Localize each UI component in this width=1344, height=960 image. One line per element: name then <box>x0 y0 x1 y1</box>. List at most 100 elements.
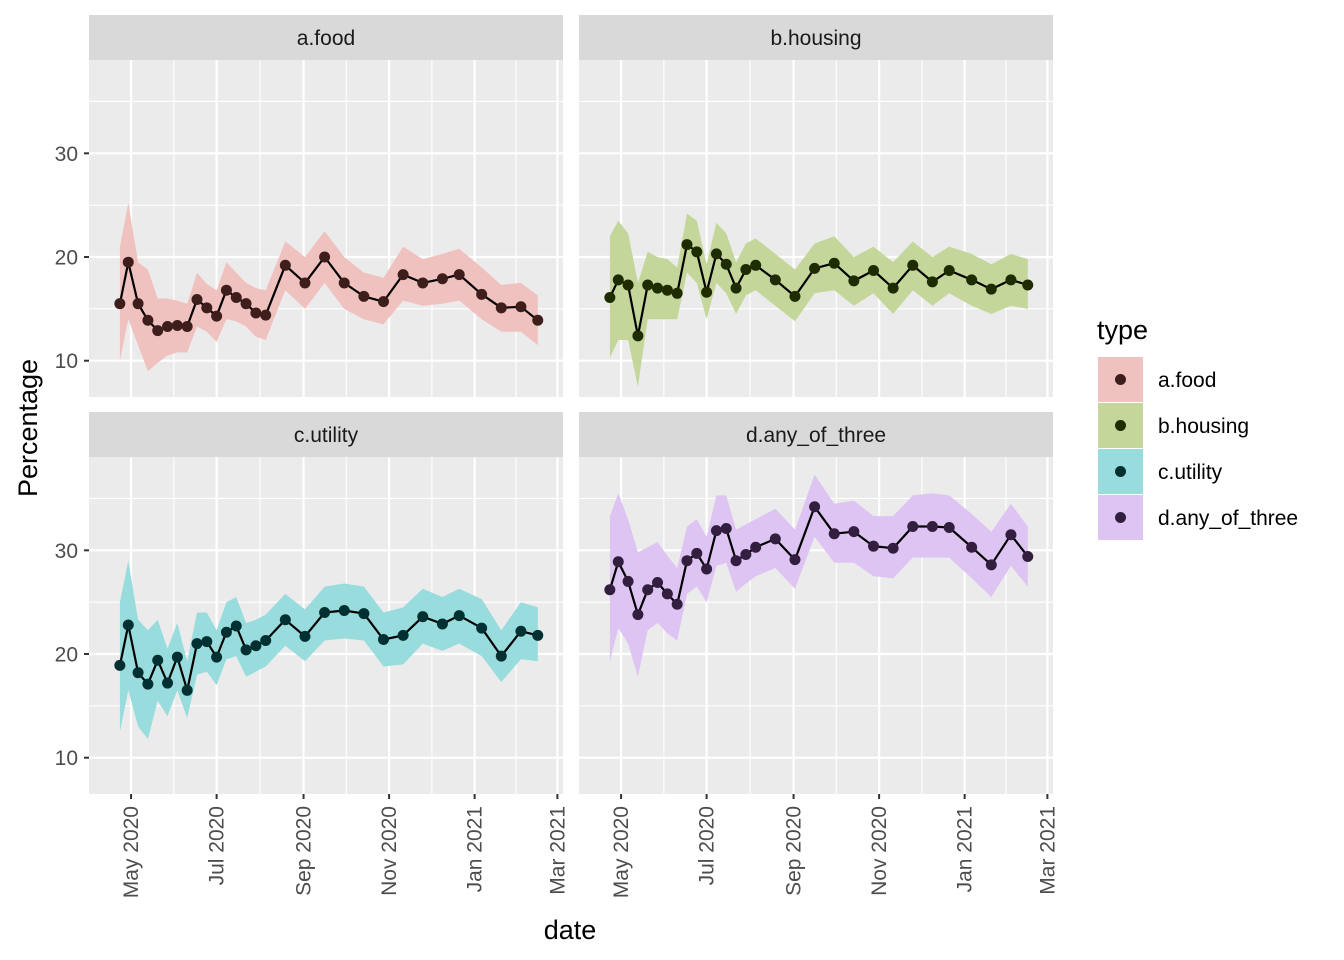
data-point <box>671 287 683 299</box>
data-point <box>250 307 262 319</box>
data-point <box>652 282 664 294</box>
data-point <box>720 258 732 270</box>
data-point <box>740 263 752 275</box>
data-point <box>867 264 879 276</box>
data-point <box>828 528 840 540</box>
legend-item: b.housing <box>1098 403 1249 448</box>
data-point <box>769 274 781 286</box>
data-point <box>809 262 821 274</box>
strip-label: a.food <box>297 27 355 50</box>
data-point <box>279 614 291 626</box>
confidence-ribbon <box>609 474 1028 677</box>
series-c-utility <box>114 560 544 739</box>
legend-label: b.housing <box>1158 415 1249 438</box>
legend-label: a.food <box>1158 369 1216 392</box>
data-point <box>495 650 507 662</box>
data-point <box>769 533 781 545</box>
legend: type a.food b.housing c.utility d.any_of_th… <box>1097 315 1298 540</box>
data-point <box>319 251 331 263</box>
data-point <box>966 274 978 286</box>
data-point <box>377 633 389 645</box>
x-tick-label: Nov 2020 <box>868 806 891 896</box>
strip-background <box>89 412 563 457</box>
data-point <box>612 556 624 568</box>
data-point <box>943 264 955 276</box>
series-b-housing <box>604 213 1034 387</box>
legend-label: d.any_of_three <box>1158 507 1298 530</box>
y-axis-layer: 10 20 30 10 20 30 <box>55 143 89 770</box>
data-point <box>122 256 134 268</box>
data-point <box>417 277 429 289</box>
x-tick-label: Mar 2021 <box>1036 806 1059 895</box>
data-point <box>789 554 801 566</box>
strip-background <box>579 15 1053 60</box>
data-point <box>1005 274 1017 286</box>
data-point <box>966 541 978 553</box>
data-point <box>848 275 860 287</box>
data-point <box>789 290 801 302</box>
data-point <box>142 678 154 690</box>
data-point <box>162 320 174 332</box>
strip-background <box>579 412 1053 457</box>
data-point <box>926 276 938 288</box>
legend-item: d.any_of_three <box>1098 495 1298 540</box>
y-tick-label: 20 <box>55 247 78 270</box>
strip-label: d.any_of_three <box>746 424 886 447</box>
data-point <box>943 522 955 534</box>
panel-d-any-of-three: d.any_of_three <box>579 412 1053 794</box>
data-point <box>632 330 644 342</box>
data-point <box>887 542 899 554</box>
strip-background <box>89 15 563 60</box>
x-tick-label: May 2020 <box>610 806 633 898</box>
data-point <box>661 284 673 296</box>
data-point <box>377 296 389 308</box>
data-point <box>319 607 331 619</box>
data-point <box>701 286 713 298</box>
legend-items: a.food b.housing c.utility d.any_of_three <box>1098 357 1298 540</box>
legend-key-point <box>1115 512 1126 523</box>
strip-label: b.housing <box>770 27 861 50</box>
data-point <box>171 319 183 331</box>
data-point <box>279 259 291 271</box>
data-point <box>867 540 879 552</box>
data-point <box>436 273 448 285</box>
data-point <box>338 277 350 289</box>
panel-background <box>579 60 1053 397</box>
data-point <box>720 523 732 535</box>
data-point <box>809 501 821 513</box>
x-tick-label: Jul 2020 <box>696 806 719 885</box>
data-point <box>240 644 252 656</box>
data-point <box>632 609 644 621</box>
data-point <box>220 626 232 638</box>
y-tick-label: 30 <box>55 143 78 166</box>
x-tick-label: Jan 2021 <box>954 806 977 892</box>
data-point <box>220 284 232 296</box>
data-point <box>453 610 465 622</box>
data-point <box>710 525 722 537</box>
data-point <box>730 282 742 294</box>
data-point <box>201 636 213 648</box>
legend-key-point <box>1115 374 1126 385</box>
legend-item: a.food <box>1098 357 1216 402</box>
legend-title: type <box>1097 315 1148 345</box>
data-point <box>436 618 448 630</box>
data-point <box>691 547 703 559</box>
data-point <box>299 277 311 289</box>
data-point <box>710 248 722 260</box>
data-point <box>152 654 164 666</box>
data-point <box>907 259 919 271</box>
panel-c-utility: c.utility <box>89 412 563 794</box>
data-point <box>240 298 252 310</box>
data-point <box>750 541 762 553</box>
data-point <box>453 269 465 281</box>
confidence-ribbon <box>119 203 538 372</box>
data-point <box>397 269 409 281</box>
strip-label: c.utility <box>294 424 359 447</box>
x-tick-label: Nov 2020 <box>378 806 401 896</box>
data-point <box>162 677 174 689</box>
data-point <box>299 630 311 642</box>
data-point <box>661 588 673 600</box>
x-tick-label: Jul 2020 <box>206 806 229 885</box>
data-point <box>515 301 527 313</box>
panel-b-housing: b.housing <box>579 15 1053 397</box>
